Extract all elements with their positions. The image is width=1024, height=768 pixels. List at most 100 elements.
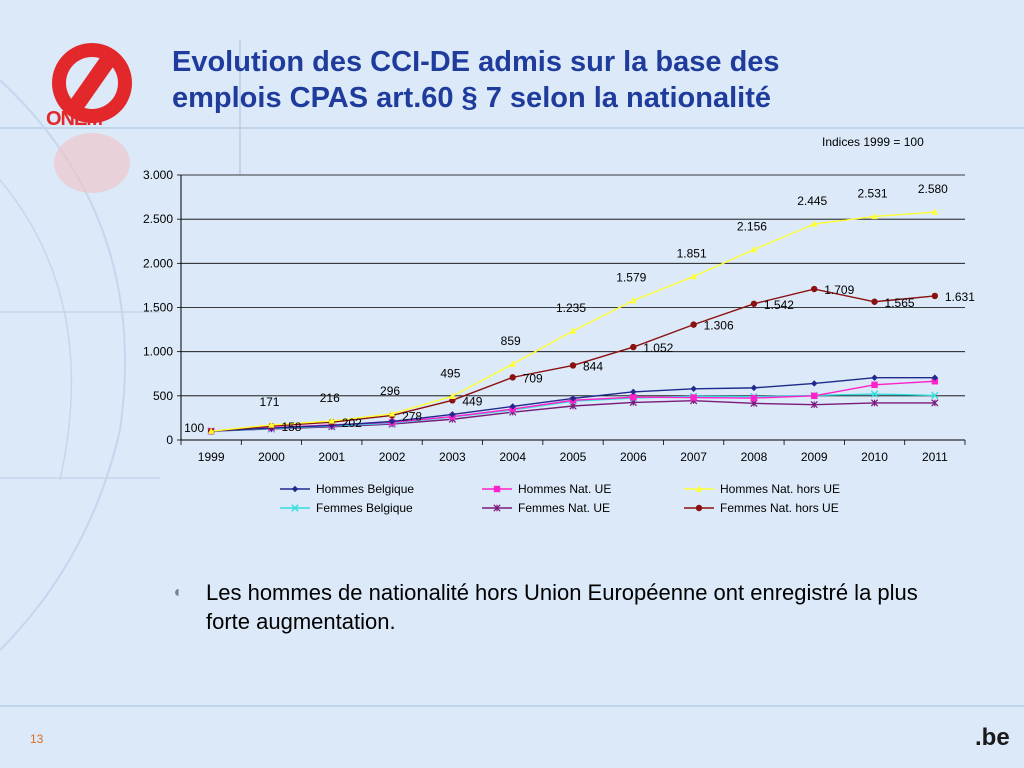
legend-label-femmes-belgique: Femmes Belgique	[316, 501, 413, 515]
data-label-femmes-hors-ue: 1.052	[643, 341, 673, 355]
point-femmes-nat-ue-2010	[870, 399, 879, 407]
bullet-icon: ◖	[172, 584, 182, 601]
legend-marker-hommes-nat-hors-ue	[695, 485, 703, 492]
x-tick-label: 2000	[258, 450, 285, 464]
y-tick-label: 1.500	[143, 301, 173, 315]
data-label-femmes-hors-ue: 1.709	[824, 283, 854, 297]
onem-logo	[52, 43, 132, 193]
x-tick-label: 2001	[318, 450, 345, 464]
data-label-femmes-hors-ue: 844	[583, 359, 603, 373]
point-femmes-nat-hors-ue-2004	[509, 374, 516, 381]
data-label-hommes-hors-ue: 171	[259, 395, 279, 409]
point-hommes-nat-hors-ue-2005	[569, 327, 577, 334]
data-label-femmes-hors-ue: 100	[184, 421, 204, 435]
title-line-2: emplois CPAS art.60 § 7 selon la nationa…	[172, 82, 771, 114]
bullet-text: Les hommes de nationalité hors Union Eur…	[206, 580, 918, 634]
point-hommes-belgique-2004	[509, 403, 516, 410]
x-tick-label: 2011	[922, 450, 948, 464]
point-hommes-belgique-2002	[388, 418, 396, 425]
point-femmes-nat-ue-2009	[810, 401, 818, 409]
x-tick-label: 2007	[680, 450, 707, 464]
point-femmes-nat-hors-ue-2006	[630, 343, 637, 351]
legend-marker-hommes-belgique	[291, 485, 299, 493]
point-hommes-nat-hors-ue-2004	[509, 360, 516, 367]
data-label-femmes-hors-ue: 1.542	[764, 298, 794, 312]
x-tick-label: 2005	[560, 450, 587, 464]
point-hommes-nat-hors-ue-2000	[268, 421, 275, 428]
data-label-hommes-hors-ue: 296	[380, 384, 400, 398]
slide-title: Evolution des CCI-DE admis sur la base d…	[172, 44, 972, 116]
point-hommes-nat-hors-ue-2007	[690, 272, 697, 280]
page-number: 13	[30, 732, 44, 746]
point-femmes-nat-hors-ue-2010	[871, 298, 878, 305]
legend-label-hommes-nat-hors-ue: Hommes Nat. hors UE	[720, 482, 840, 496]
data-label-hommes-hors-ue: 859	[501, 334, 521, 348]
y-tick-label: 500	[153, 389, 173, 403]
point-femmes-nat-hors-ue-2007	[690, 321, 697, 328]
data-label-femmes-hors-ue: 1.631	[945, 290, 975, 304]
point-hommes-belgique-2010	[871, 374, 878, 381]
point-hommes-nat-hors-ue-2008	[750, 245, 758, 253]
data-label-hommes-hors-ue: 216	[320, 391, 340, 405]
data-label-hommes-hors-ue: 1.235	[556, 301, 586, 315]
legend-marker-femmes-belgique	[291, 504, 299, 512]
data-label-hommes-hors-ue: 2.445	[797, 194, 827, 208]
x-tick-label: 2008	[741, 450, 768, 464]
point-femmes-belgique-2011	[931, 391, 939, 400]
point-hommes-nat-ue-2010	[871, 381, 878, 388]
title-line-1: Evolution des CCI-DE admis sur la base d…	[172, 46, 780, 78]
legend-label-hommes-belgique: Hommes Belgique	[316, 482, 414, 496]
x-tick-label: 2004	[499, 450, 526, 464]
point-hommes-nat-ue-2008	[750, 394, 758, 402]
point-hommes-nat-hors-ue-2006	[630, 296, 637, 304]
data-label-hommes-hors-ue: 2.156	[737, 220, 767, 234]
point-hommes-nat-hors-ue-2010	[871, 212, 878, 220]
data-label-femmes-hors-ue: 709	[523, 371, 543, 385]
y-tick-label: 3.000	[143, 168, 173, 182]
legend-label-femmes-nat-hors-ue: Femmes Nat. hors UE	[720, 501, 839, 515]
data-label-femmes-hors-ue: 449	[462, 394, 482, 408]
point-hommes-nat-ue-2009	[811, 392, 818, 400]
data-label-femmes-hors-ue: 202	[342, 416, 362, 430]
data-label-femmes-hors-ue: 1.306	[704, 319, 734, 333]
point-hommes-belgique-2008	[750, 384, 758, 392]
data-label-femmes-hors-ue: 278	[402, 409, 422, 423]
data-label-hommes-hors-ue: 1.851	[677, 246, 707, 260]
point-hommes-nat-ue-2006	[630, 393, 637, 401]
point-hommes-nat-hors-ue-1999	[207, 427, 215, 434]
x-tick-label: 2006	[620, 450, 647, 464]
point-femmes-belgique-2010	[870, 390, 879, 398]
legend-marker-hommes-nat-ue	[493, 485, 501, 493]
legend-label-femmes-nat-ue: Femmes Nat. UE	[518, 501, 610, 515]
point-hommes-belgique-2006	[630, 388, 637, 396]
point-hommes-nat-hors-ue-2009	[811, 220, 818, 227]
x-tick-label: 2003	[439, 450, 466, 464]
x-tick-label: 2002	[379, 450, 406, 464]
data-label-hommes-hors-ue: 1.579	[616, 271, 646, 285]
point-hommes-nat-hors-ue-2002	[388, 410, 396, 417]
data-label-hommes-hors-ue: 495	[440, 366, 460, 380]
data-label-hommes-hors-ue: 2.580	[918, 182, 948, 196]
legend-label-hommes-nat-ue: Hommes Nat. UE	[518, 482, 611, 496]
point-femmes-nat-ue-2011	[931, 399, 939, 407]
point-hommes-belgique-2005	[569, 395, 577, 402]
point-femmes-nat-hors-ue-2008	[750, 300, 758, 307]
point-femmes-nat-hors-ue-2009	[811, 285, 818, 293]
data-label-femmes-hors-ue: 1.565	[885, 296, 915, 310]
point-femmes-nat-hors-ue-2011	[931, 292, 939, 300]
data-label-femmes-hors-ue: 158	[281, 420, 301, 434]
legend-marker-femmes-nat-hors-ue	[695, 504, 703, 512]
y-tick-label: 1.000	[143, 345, 173, 359]
point-hommes-nat-hors-ue-2003	[449, 392, 456, 399]
point-hommes-nat-ue-2007	[690, 394, 697, 401]
y-tick-label: 2.500	[143, 212, 173, 226]
y-tick-label: 2.000	[143, 256, 173, 270]
point-hommes-nat-hors-ue-2001	[328, 417, 335, 424]
y-tick-label: 0	[166, 433, 173, 447]
point-hommes-belgique-2011	[931, 374, 939, 381]
point-hommes-belgique-2009	[811, 380, 818, 387]
point-femmes-nat-hors-ue-2005	[569, 362, 577, 369]
legend-marker-femmes-nat-ue	[493, 504, 501, 512]
point-hommes-nat-hors-ue-2011	[931, 208, 939, 215]
